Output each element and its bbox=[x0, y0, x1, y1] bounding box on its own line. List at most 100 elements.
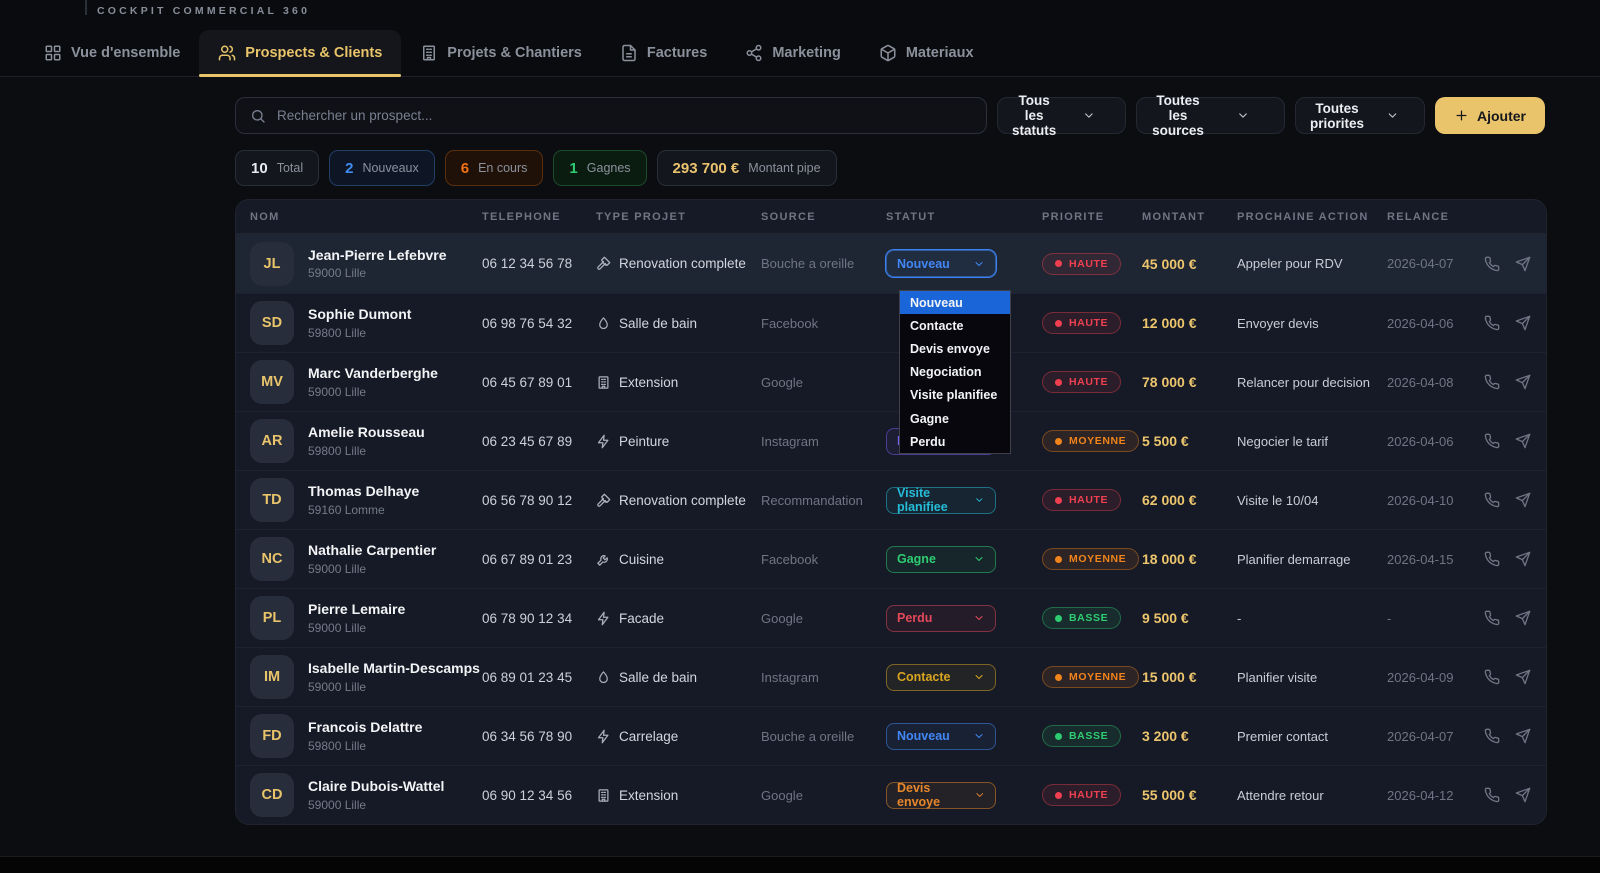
prospect-name: Pierre Lemaire bbox=[308, 601, 406, 618]
send-icon[interactable] bbox=[1515, 433, 1531, 449]
send-icon[interactable] bbox=[1515, 787, 1531, 803]
status-select[interactable]: Perdu bbox=[886, 604, 996, 632]
status-select[interactable]: Nouveau bbox=[886, 722, 996, 750]
stat-value: 293 700 € bbox=[672, 159, 740, 177]
phone-icon[interactable] bbox=[1484, 669, 1500, 685]
column-header: NOM bbox=[250, 210, 280, 223]
table-row[interactable]: AR Amelie Rousseau 59800 Lille 06 23 45 67 … bbox=[236, 411, 1546, 470]
next-action: Negocier le tarif bbox=[1237, 433, 1329, 449]
source-label: Bouche a oreille bbox=[761, 256, 855, 271]
avatar: FD bbox=[250, 714, 294, 758]
name-cell: JL Jean-Pierre Lefebvre 59000 Lille bbox=[250, 241, 482, 286]
stat-label: Nouveaux bbox=[362, 161, 419, 175]
phone-icon[interactable] bbox=[1484, 787, 1500, 803]
prospect-name: Isabelle Martin-Descamps bbox=[308, 660, 480, 677]
stat-chip-en-cours: 6 En cours bbox=[444, 150, 544, 186]
phone-icon[interactable] bbox=[1484, 610, 1500, 626]
tab-materiaux[interactable]: Materiaux bbox=[860, 30, 993, 76]
tab-factures[interactable]: Factures bbox=[601, 30, 726, 76]
tab-vue-d-ensemble[interactable]: Vue d'ensemble bbox=[25, 30, 199, 76]
phone-icon[interactable] bbox=[1484, 433, 1500, 449]
table-row[interactable]: PL Pierre Lemaire 59000 Lille 06 78 90 12 3… bbox=[236, 588, 1546, 647]
dropdown-option[interactable]: Perdu bbox=[910, 434, 946, 449]
search-input[interactable] bbox=[277, 108, 972, 123]
table-row[interactable]: NC Nathalie Carpentier 59000 Lille 06 67 89… bbox=[236, 529, 1546, 588]
name-cell: CD Claire Dubois-Wattel 59000 Lille bbox=[250, 773, 482, 817]
status-select[interactable]: Contacte bbox=[886, 663, 996, 691]
send-icon[interactable] bbox=[1515, 315, 1531, 331]
next-action: Planifier demarrage bbox=[1237, 551, 1351, 567]
phone-icon[interactable] bbox=[1484, 728, 1500, 744]
tab-projets-chantiers[interactable]: Projets & Chantiers bbox=[401, 30, 601, 76]
phone-icon[interactable] bbox=[1484, 551, 1500, 567]
status-select[interactable]: Gagne bbox=[886, 545, 996, 573]
table-row[interactable]: FD Francois Delattre 59800 Lille 06 34 56 7… bbox=[236, 706, 1546, 765]
dropdown-option[interactable]: Gagne bbox=[910, 411, 949, 426]
row-actions bbox=[1484, 433, 1535, 449]
table-row[interactable]: JL Jean-Pierre Lefebvre 59000 Lille 06 12 3… bbox=[236, 234, 1546, 293]
row-actions bbox=[1484, 610, 1535, 626]
column-header: PROCHAINE ACTION bbox=[1237, 210, 1369, 223]
prospect-city: 59800 Lille bbox=[308, 738, 367, 753]
amount-value: 12 000 € bbox=[1142, 315, 1197, 331]
priority-cell: MOYENNE bbox=[1042, 666, 1142, 688]
table-row[interactable]: CD Claire Dubois-Wattel 59000 Lille 06 90 1… bbox=[236, 765, 1546, 824]
send-icon[interactable] bbox=[1515, 256, 1531, 272]
priority-label: HAUTE bbox=[1069, 376, 1109, 388]
priority-dot-icon bbox=[1055, 614, 1062, 622]
send-icon[interactable] bbox=[1515, 728, 1531, 744]
table-row[interactable]: IM Isabelle Martin-Descamps 59000 Lille 06 … bbox=[236, 647, 1546, 706]
phone-icon[interactable] bbox=[1484, 492, 1500, 508]
priority-badge: HAUTE bbox=[1042, 784, 1122, 806]
prospect-city: 59800 Lille bbox=[308, 325, 367, 340]
add-button-label: Ajouter bbox=[1477, 107, 1526, 124]
phone-icon[interactable] bbox=[1484, 256, 1500, 272]
share-icon bbox=[745, 44, 763, 62]
priority-cell: HAUTE bbox=[1042, 252, 1142, 275]
phone-icon[interactable] bbox=[1484, 315, 1500, 331]
priority-label: HAUTE bbox=[1069, 257, 1109, 270]
dropdown-option[interactable]: Visite planifiee bbox=[910, 388, 998, 403]
prospect-name: Marc Vanderberghe bbox=[308, 365, 438, 382]
dropdown-option[interactable]: Nouveau bbox=[900, 291, 1010, 315]
filter-dropdown-2[interactable]: Toutes priorites bbox=[1295, 97, 1425, 134]
dropdown-option[interactable]: Contacte bbox=[910, 318, 964, 333]
wrench-icon bbox=[596, 552, 611, 567]
status-cell: Gagne bbox=[886, 545, 1042, 573]
filter-dropdown-0[interactable]: Tous les statuts bbox=[997, 93, 1126, 138]
priority-cell: BASSE bbox=[1042, 607, 1142, 629]
tab-prospects-clients[interactable]: Prospects & Clients bbox=[199, 30, 402, 77]
send-icon[interactable] bbox=[1515, 492, 1531, 508]
add-button[interactable]: Ajouter bbox=[1435, 97, 1545, 134]
table-row[interactable]: TD Thomas Delhaye 59160 Lomme 06 56 78 90 1… bbox=[236, 470, 1546, 529]
tab-marketing[interactable]: Marketing bbox=[726, 30, 860, 76]
dropdown-option[interactable]: Devis envoye bbox=[910, 341, 990, 356]
next-action: Visite le 10/04 bbox=[1237, 492, 1319, 508]
send-icon[interactable] bbox=[1515, 551, 1531, 567]
building-icon bbox=[420, 44, 438, 62]
dropdown-option[interactable]: Negociation bbox=[910, 365, 982, 380]
send-icon[interactable] bbox=[1515, 374, 1531, 390]
filter-dropdown-1[interactable]: Toutes les sources bbox=[1136, 93, 1285, 138]
amount-value: 62 000 € bbox=[1142, 492, 1197, 508]
project-type: Renovation complete bbox=[596, 256, 761, 271]
row-actions bbox=[1484, 492, 1535, 508]
project-label: Renovation complete bbox=[619, 492, 746, 508]
status-select[interactable]: Devis envoye bbox=[886, 781, 996, 809]
send-icon[interactable] bbox=[1515, 610, 1531, 626]
status-select[interactable]: Visite planifiee bbox=[886, 486, 996, 514]
avatar: AR bbox=[250, 419, 294, 463]
zap-icon bbox=[596, 611, 611, 626]
send-icon[interactable] bbox=[1515, 669, 1531, 685]
prospect-name: Claire Dubois-Wattel bbox=[308, 778, 445, 795]
top-header: COCKPIT COMMERCIAL 360 bbox=[0, 0, 1600, 30]
priority-label: BASSE bbox=[1069, 730, 1109, 742]
table-row[interactable]: SD Sophie Dumont 59800 Lille 06 98 76 54 32… bbox=[236, 293, 1546, 352]
phone-icon[interactable] bbox=[1484, 374, 1500, 390]
status-select[interactable]: Nouveau bbox=[886, 250, 996, 277]
prospect-name: Jean-Pierre Lefebvre bbox=[308, 246, 447, 263]
project-label: Salle de bain bbox=[619, 669, 698, 685]
table-row[interactable]: MV Marc Vanderberghe 59000 Lille 06 45 67 8… bbox=[236, 352, 1546, 411]
search-box[interactable] bbox=[235, 97, 987, 134]
